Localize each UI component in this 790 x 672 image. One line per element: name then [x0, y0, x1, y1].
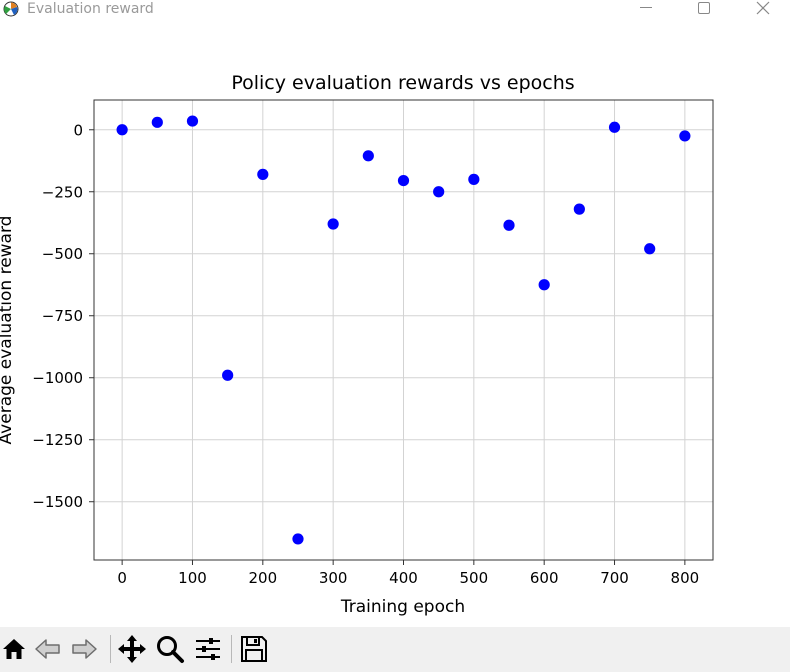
x-tick-label: 100 [178, 569, 207, 587]
y-tick-label: 0 [73, 121, 83, 139]
data-point [222, 369, 234, 381]
y-tick-label: −1500 [32, 493, 83, 511]
matplotlib-icon [3, 1, 19, 17]
navigation-toolbar [0, 627, 790, 672]
data-point [362, 150, 374, 162]
data-point [503, 219, 515, 231]
toolbar-separator [231, 635, 232, 663]
window-titlebar: Evaluation reward [0, 0, 790, 18]
x-axis-label: Training epoch [340, 597, 465, 617]
y-tick-label: −1250 [32, 431, 83, 449]
maximize-icon [698, 2, 710, 14]
x-tick-label: 600 [530, 569, 559, 587]
data-point [151, 116, 163, 128]
y-tick-label: −1000 [32, 369, 83, 387]
data-point [116, 124, 128, 136]
y-tick-label: −250 [42, 183, 83, 201]
data-point [468, 173, 480, 185]
x-tick-label: 700 [600, 569, 629, 587]
minimize-button[interactable] [626, 0, 666, 18]
forward-icon [72, 639, 97, 659]
x-axis: 0 100 200 300 400 500 600 700 800 [117, 560, 699, 587]
x-tick-label: 800 [671, 569, 700, 587]
close-button[interactable] [743, 0, 783, 18]
maximize-button[interactable] [684, 0, 724, 18]
grid-layer [94, 100, 713, 560]
data-point [679, 130, 691, 142]
minimize-icon [640, 7, 652, 8]
y-tick-label: −750 [42, 307, 83, 325]
configure-subplots-button[interactable] [193, 634, 223, 664]
data-point [433, 186, 445, 198]
pan-icon [118, 635, 146, 663]
data-point [257, 168, 269, 180]
y-axis: 0 −250 −500 −750 −1000 −1250 −1500 [32, 121, 94, 511]
x-tick-label: 500 [460, 569, 489, 587]
toolbar-separator [110, 635, 111, 663]
zoom-button[interactable] [155, 634, 185, 664]
data-point [397, 174, 410, 187]
chart-area: Policy evaluation rewards vs epochs 0 100… [0, 18, 790, 626]
data-point [573, 203, 585, 215]
back-button[interactable] [33, 634, 63, 664]
chart-title: Policy evaluation rewards vs epochs [231, 72, 574, 94]
scatter-chart: Policy evaluation rewards vs epochs 0 100… [0, 72, 714, 617]
home-icon [3, 639, 25, 659]
forward-button[interactable] [69, 634, 99, 664]
save-icon [241, 636, 267, 662]
x-tick-label: 300 [319, 569, 348, 587]
data-point [538, 279, 550, 291]
data-point [644, 243, 656, 255]
data-point [186, 115, 199, 127]
close-icon [756, 1, 770, 15]
save-button[interactable] [239, 634, 269, 664]
data-points [116, 115, 691, 545]
y-tick-label: −500 [42, 245, 83, 263]
data-point [292, 533, 304, 545]
window-title: Evaluation reward [27, 1, 154, 17]
x-tick-label: 0 [117, 569, 127, 587]
zoom-icon [157, 636, 184, 663]
data-point [608, 121, 621, 133]
configure-subplots-icon [196, 638, 220, 660]
data-point [327, 218, 339, 230]
home-button[interactable] [0, 634, 29, 664]
pan-button[interactable] [117, 634, 147, 664]
back-icon [35, 639, 60, 659]
y-axis-label: Average evaluation reward [0, 216, 16, 445]
x-tick-label: 200 [248, 569, 277, 587]
x-tick-label: 400 [389, 569, 418, 587]
